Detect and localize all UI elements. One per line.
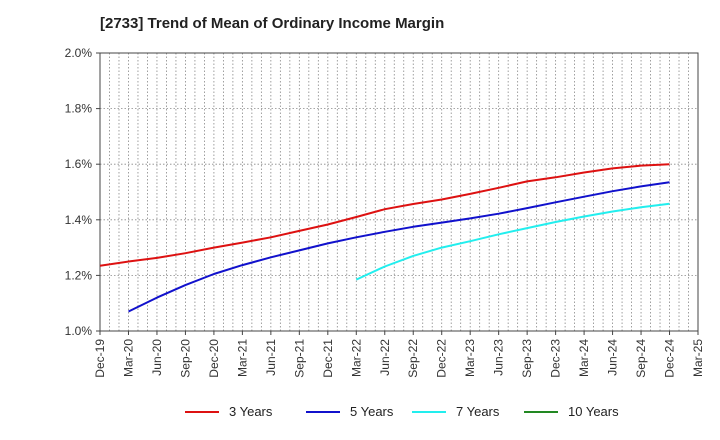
x-tick-label: Mar-24: [577, 339, 591, 377]
y-tick-label: 1.2%: [65, 268, 93, 282]
grid-lines: [100, 52, 698, 331]
legend-swatch: [524, 410, 558, 413]
y-tick-label: 2.0%: [65, 46, 93, 60]
legend-label: 7 Years: [456, 404, 500, 419]
axes: [96, 52, 699, 335]
y-tick-label: 1.8%: [65, 102, 93, 116]
x-tick-label: Mar-21: [235, 339, 249, 377]
x-tick-label: Dec-24: [663, 339, 677, 378]
x-tick-label: Sep-24: [634, 339, 648, 378]
legend: 3 Years 5 Years 7 Years 10 Years: [0, 404, 720, 426]
y-tick-label: 1.4%: [65, 213, 93, 227]
series-line-7-years: [355, 202, 670, 281]
x-tick-label: Sep-23: [520, 339, 534, 378]
legend-item: 3 Years: [185, 404, 272, 419]
x-tick-label: Jun-22: [378, 339, 392, 376]
legend-label: 10 Years: [568, 404, 619, 419]
series-line-5-years: [128, 181, 670, 313]
x-tick-label: Mar-22: [349, 339, 363, 377]
legend-label: 5 Years: [350, 404, 394, 419]
y-tick-label: 1.0%: [65, 324, 93, 338]
x-tick-label: Jun-24: [606, 339, 620, 376]
series-lines: [99, 163, 670, 313]
x-tick-label: Mar-23: [463, 339, 477, 377]
x-tick-label: Dec-22: [435, 339, 449, 378]
x-tick-label: Jun-20: [150, 339, 164, 376]
x-tick-label: Mar-20: [121, 339, 135, 377]
x-tick-label: Jun-21: [264, 339, 278, 376]
legend-swatch: [306, 410, 340, 413]
series-line-3-years: [99, 163, 670, 267]
plot-frame: [99, 52, 699, 332]
x-tick-label: Dec-19: [93, 339, 107, 378]
x-tick-labels: Dec-19 Mar-20 Jun-20 Sep-20 Dec-20 Mar-21 Jun-…: [93, 339, 705, 378]
x-tick-label: Dec-20: [207, 339, 221, 378]
x-tick-label: Dec-21: [321, 339, 335, 378]
x-tick-label: Jun-23: [492, 339, 506, 376]
x-tick-label: Sep-20: [178, 339, 192, 378]
y-tick-labels: 1.0% 1.2% 1.4% 1.6% 1.8% 2.0%: [65, 46, 93, 338]
legend-item: 5 Years: [306, 404, 393, 419]
y-tick-label: 1.6%: [65, 157, 93, 171]
x-tick-label: Mar-25: [691, 339, 705, 377]
legend-item: 7 Years: [412, 404, 499, 419]
x-tick-label: Dec-23: [549, 339, 563, 378]
legend-item: 10 Years: [524, 404, 619, 419]
chart-title: [2733] Trend of Mean of Ordinary Income …: [100, 15, 445, 32]
x-tick-label: Sep-22: [406, 339, 420, 378]
legend-label: 3 Years: [229, 404, 273, 419]
legend-swatch: [412, 410, 446, 413]
legend-swatch: [185, 410, 219, 413]
x-tick-label: Sep-21: [292, 339, 306, 378]
